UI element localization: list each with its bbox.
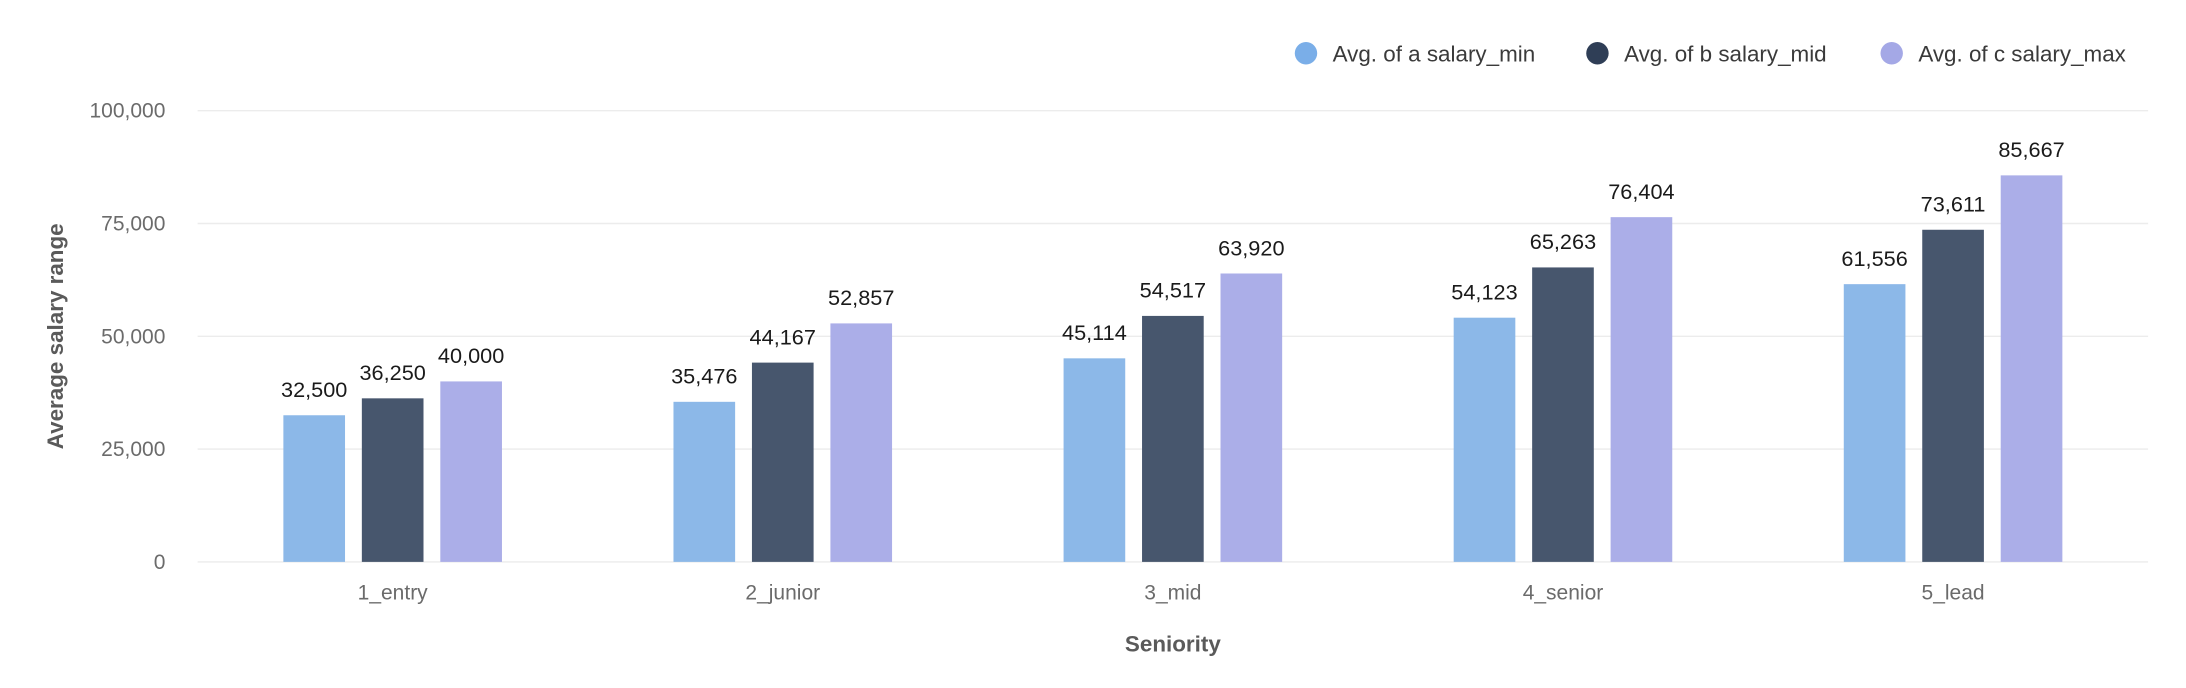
legend: Avg. of a salary_min Avg. of b salary_mid… <box>1294 42 2126 67</box>
legend-swatch-icon <box>1880 42 1903 65</box>
bar-3_mid-1[interactable] <box>1063 358 1126 562</box>
bar-3_mid-3[interactable] <box>1220 273 1283 562</box>
data-label: 44,167 <box>750 324 816 349</box>
bar-5_lead-1[interactable] <box>1843 284 1906 562</box>
data-label: 65,263 <box>1530 229 1596 254</box>
legend-label: Avg. of b salary_mid <box>1624 42 1827 67</box>
data-label: 32,500 <box>281 377 347 402</box>
y-tick-label: 25,000 <box>101 438 165 461</box>
data-label: 35,476 <box>671 364 737 389</box>
y-tick-label: 50,000 <box>101 325 165 348</box>
data-label: 76,404 <box>1608 179 1674 204</box>
data-label: 63,920 <box>1218 235 1284 260</box>
data-label: 54,123 <box>1451 279 1517 304</box>
legend-swatch-icon <box>1586 42 1609 65</box>
legend-swatch-icon <box>1294 42 1318 65</box>
data-label: 36,250 <box>359 360 425 385</box>
legend-item-3[interactable]: Avg. of c salary_max <box>1880 42 2126 67</box>
bar-3_mid-2[interactable] <box>1142 315 1204 562</box>
x-tick-label: 2_junior <box>745 582 820 605</box>
data-label: 40,000 <box>438 343 504 368</box>
bars: 32,500 36,250 40,000 35,476 44,167 52,857 45,1… <box>281 137 2065 562</box>
bar-1_entry-3[interactable] <box>440 381 502 562</box>
y-tick-label: 75,000 <box>101 213 165 236</box>
data-label: 52,857 <box>828 285 894 310</box>
bar-2_junior-2[interactable] <box>751 362 814 562</box>
y-tick-label: 100,000 <box>89 100 165 123</box>
bar-2_junior-3[interactable] <box>830 323 893 562</box>
x-tick-label: 3_mid <box>1144 582 1201 605</box>
bar-5_lead-2[interactable] <box>1922 229 1984 562</box>
data-label: 54,517 <box>1140 278 1206 303</box>
x-tick-label: 5_lead <box>1922 582 1985 605</box>
legend-item-2[interactable]: Avg. of b salary_mid <box>1586 42 1827 67</box>
y-tick-label: 0 <box>154 551 166 574</box>
x-tick-label: 4_senior <box>1523 582 1604 605</box>
x-axis-title: Seniority <box>1125 632 1221 657</box>
x-axis-ticks: 1_entry 2_junior 3_mid 4_senior 5_lead <box>358 582 1985 605</box>
legend-label: Avg. of a salary_min <box>1333 42 1536 67</box>
x-tick-label: 1_entry <box>358 582 429 605</box>
data-label: 61,556 <box>1841 246 1907 271</box>
bar-2_junior-1[interactable] <box>673 401 736 562</box>
data-label: 85,667 <box>1998 137 2064 162</box>
bar-1_entry-2[interactable] <box>361 398 424 562</box>
data-label: 45,114 <box>1062 320 1127 345</box>
bar-4_senior-1[interactable] <box>1453 317 1516 562</box>
data-label: 73,611 <box>1921 192 1986 217</box>
y-axis-title: Average salary range <box>43 223 68 449</box>
bar-1_entry-1[interactable] <box>283 415 346 562</box>
y-axis-ticks: 0 25,000 50,000 75,000 100,000 <box>89 100 165 574</box>
legend-item-1[interactable]: Avg. of a salary_min <box>1294 42 1536 67</box>
bar-4_senior-3[interactable] <box>1610 217 1673 562</box>
legend-label: Avg. of c salary_max <box>1918 42 2126 67</box>
bar-5_lead-3[interactable] <box>2000 175 2063 562</box>
bar-4_senior-2[interactable] <box>1532 267 1594 562</box>
